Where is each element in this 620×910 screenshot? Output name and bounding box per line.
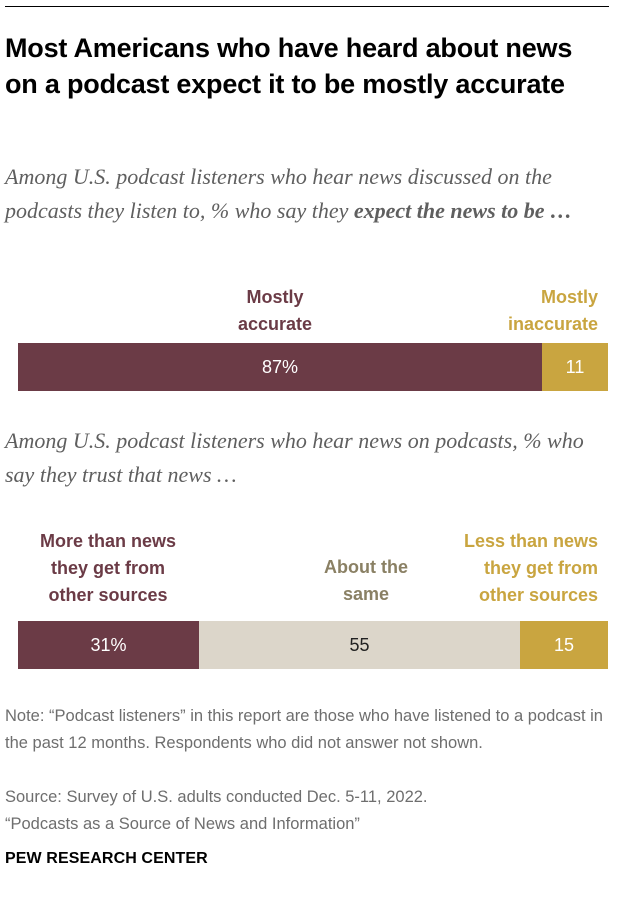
footnote: Note: “Podcast listeners” in this report… (5, 707, 603, 752)
c2-label-line: More than news (39, 531, 177, 551)
c1-label-line: inaccurate (507, 314, 598, 334)
chart-1-bar: 87% 11 (18, 343, 608, 391)
c2-label-line: About the (324, 557, 408, 577)
chart-1-bar-segment-mostly-inaccurate: 11 (542, 343, 608, 391)
chart-2-bar-segment-same: 55 (199, 621, 520, 669)
chart-2-category-label-same: About the same (300, 554, 432, 608)
chart-1-subtitle-plain: Among U.S. podcast listeners who hear ne… (5, 164, 552, 223)
chart-1-subtitle: Among U.S. podcast listeners who hear ne… (5, 160, 605, 228)
chart-2-subtitle: Among U.S. podcast listeners who hear ne… (5, 428, 584, 487)
chart-2-category-label-more: More than news they get from other sources (10, 528, 206, 609)
top-rule (5, 6, 609, 7)
source-note: Source: Survey of U.S. adults conducted … (5, 788, 428, 833)
chart-2-bar-segment-less: 15 (520, 621, 608, 669)
c2-label-line: other sources (478, 585, 598, 605)
c2-label-line: they get from (483, 558, 598, 578)
chart-2-bar: 31% 55 15 (18, 621, 608, 669)
c2-label-line: same (342, 584, 390, 604)
c2-label-line: Less than news (463, 531, 598, 551)
chart-1-bar-segment-mostly-accurate: 87% (18, 343, 542, 391)
chart-1-category-label-mostly-accurate: Mostly accurate (200, 284, 350, 338)
chart-title: Most Americans who have heard about news… (5, 33, 573, 99)
chart-1-subtitle-bold: expect the news to be … (353, 198, 573, 223)
c2-label-line: other sources (48, 585, 168, 605)
c2-label-line: they get from (50, 558, 165, 578)
c1-label-line: accurate (237, 314, 313, 334)
chart-2-category-label-less: Less than news they get from other sources (410, 528, 598, 609)
chart-1-category-label-mostly-inaccurate: Mostly inaccurate (440, 284, 598, 338)
chart-2-bar-segment-more: 31% (18, 621, 199, 669)
c1-label-line: Mostly (540, 287, 598, 307)
pew-research-center-logo: PEW RESEARCH CENTER (5, 850, 208, 867)
c1-label-line: Mostly (246, 287, 304, 307)
